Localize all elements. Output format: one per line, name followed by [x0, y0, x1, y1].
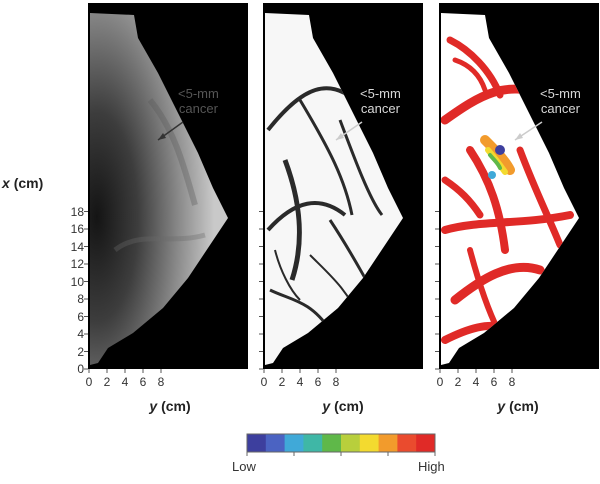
colorbar-segment [359, 434, 380, 452]
x-axis-title-1: y (cm) [149, 398, 191, 414]
x-tick-label: 0 [436, 375, 444, 389]
x-tick-label: 0 [85, 375, 93, 389]
y-tick-label: 10 [70, 274, 84, 289]
edge-panel [263, 3, 423, 369]
x-tick-label: 2 [454, 375, 462, 389]
x-tick-label: 2 [103, 375, 111, 389]
colorbar-segment [284, 434, 304, 452]
y-tick-label: 4 [77, 327, 84, 341]
y-tick-label: 14 [70, 239, 84, 254]
grayscale-panel [88, 3, 248, 369]
x-tick-label: 8 [332, 375, 340, 389]
x-tick-label: 4 [121, 375, 129, 389]
y-tick-label: 18 [70, 204, 84, 219]
x-tick-label: 8 [157, 375, 165, 389]
y-tick-label: 16 [70, 222, 84, 236]
y-tick-label: 0 [77, 362, 84, 376]
colorbar [246, 433, 436, 456]
y-tick-label: 12 [70, 257, 84, 271]
colorbar-segment [341, 434, 361, 452]
colorbar-segment [303, 434, 323, 452]
cancer-annotation-1: <5-mm cancer [178, 86, 219, 116]
colorbar-low-label: Low [232, 459, 256, 474]
colorbar-segment [416, 434, 436, 452]
x-tick-label: 6 [490, 375, 498, 389]
y-tick-label: 8 [77, 292, 84, 306]
colorbar-high-label: High [418, 459, 445, 474]
y-tick-label: 2 [77, 344, 84, 359]
colorbar-segment [322, 434, 342, 452]
x-tick-label: 8 [508, 375, 516, 389]
colorbar-segment [397, 434, 417, 452]
x-tick-label: 6 [314, 375, 322, 389]
y-tick-label: 6 [77, 309, 84, 324]
x-tick-label: 0 [260, 375, 268, 389]
colorbar-segment [265, 434, 286, 452]
colorbar-segment [378, 434, 398, 452]
x-axis-title-2: y (cm) [322, 398, 364, 414]
x-tick-label: 6 [139, 375, 147, 389]
colorbar-segment [247, 434, 267, 452]
x-tick-label: 4 [472, 375, 480, 389]
x-tick-label: 4 [296, 375, 304, 389]
x-axis-title-3: y (cm) [497, 398, 539, 414]
cancer-annotation-2: <5-mm cancer [360, 86, 401, 116]
cancer-annotation-3: <5-mm cancer [540, 86, 581, 116]
x-tick-label: 2 [278, 375, 286, 389]
color-panel [439, 3, 599, 369]
y-axis-title: x (cm) [2, 175, 44, 191]
